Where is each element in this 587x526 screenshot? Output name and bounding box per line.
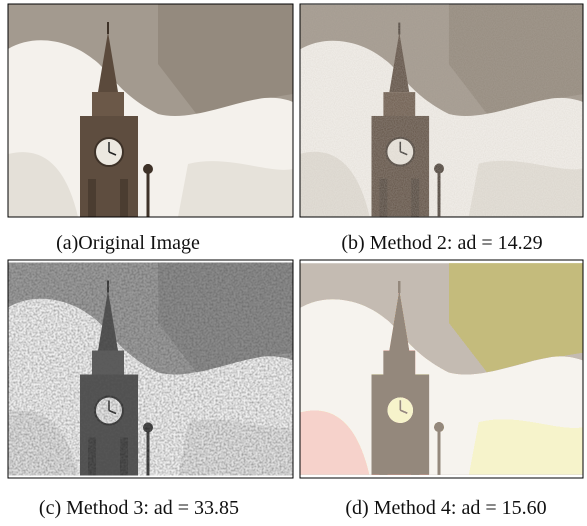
image bbox=[300, 263, 583, 475]
panel-c: (c) Method 3: ad = 33.85 bbox=[8, 260, 293, 519]
caption: (b) Method 2: ad = 14.29 bbox=[341, 232, 542, 254]
image bbox=[8, 4, 293, 217]
caption: (a)Original Image bbox=[56, 232, 200, 254]
caption: (c) Method 3: ad = 33.85 bbox=[39, 497, 239, 519]
panel-a: (a)Original Image bbox=[8, 4, 293, 254]
caption: (d) Method 4: ad = 15.60 bbox=[345, 497, 546, 519]
panel-b: (b) Method 2: ad = 14.29 bbox=[300, 4, 583, 254]
figure: (a)Original Image (b) Method 2: ad = 14.… bbox=[0, 0, 587, 526]
image bbox=[8, 263, 293, 476]
image bbox=[300, 5, 583, 217]
panel-d: (d) Method 4: ad = 15.60 bbox=[300, 260, 583, 519]
